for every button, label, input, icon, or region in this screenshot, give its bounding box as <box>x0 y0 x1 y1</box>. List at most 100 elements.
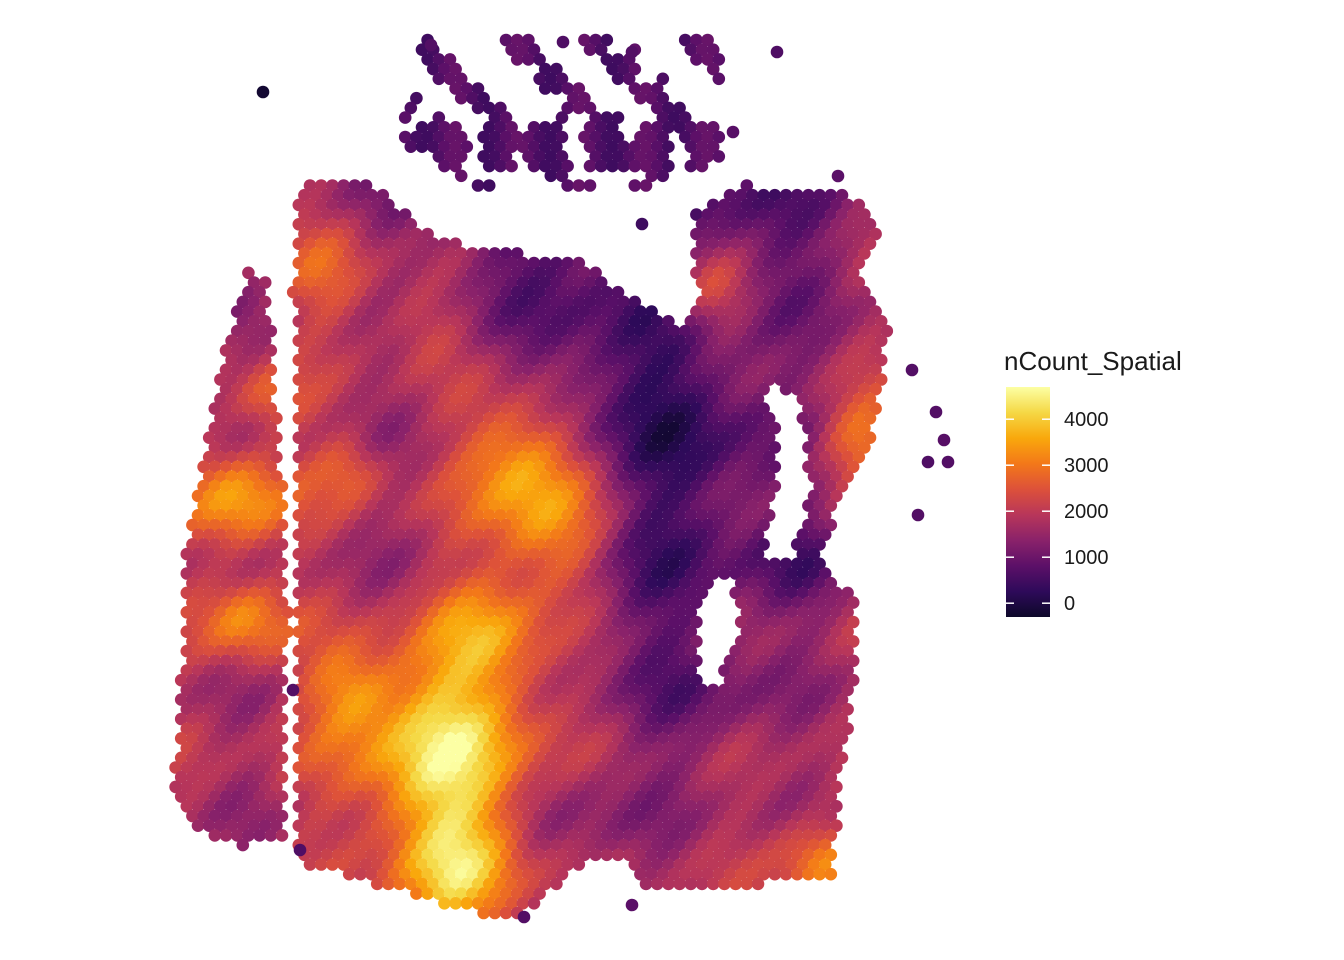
spot-point <box>594 703 608 716</box>
spot-point <box>482 722 496 735</box>
spot-point <box>796 237 810 250</box>
spot-point <box>757 848 770 862</box>
spot-point <box>488 441 502 454</box>
spot-point <box>566 285 580 299</box>
spot-point <box>790 576 804 590</box>
spot-point <box>477 130 490 144</box>
spot-point <box>432 596 446 609</box>
spot-point <box>768 344 782 357</box>
spot-point <box>757 518 770 532</box>
spot-point <box>298 751 311 765</box>
spot-point <box>438 431 451 445</box>
spot-point <box>270 547 283 561</box>
spot-point <box>656 518 670 532</box>
spot-point <box>494 761 507 774</box>
spot-point <box>533 382 546 396</box>
spot-point <box>522 53 535 66</box>
spot-point <box>348 741 362 755</box>
spot-point <box>376 712 390 726</box>
spot-point <box>499 887 513 900</box>
spot-point <box>505 625 518 638</box>
spot-point <box>449 509 462 522</box>
spot-point <box>348 256 362 270</box>
spot-point <box>622 538 636 551</box>
spot-point <box>768 673 782 687</box>
spot-point <box>510 344 524 357</box>
spot-point <box>673 683 686 697</box>
spot-point <box>544 790 558 803</box>
spot-point <box>214 664 227 677</box>
spot-point <box>494 567 507 580</box>
spot-point <box>253 285 266 299</box>
spot-point <box>606 353 619 367</box>
spot-point <box>253 576 266 590</box>
spot-point <box>499 673 513 687</box>
spot-point <box>695 761 709 774</box>
spot-point <box>734 518 748 532</box>
spot-point <box>572 276 586 289</box>
spot-point <box>454 382 468 396</box>
spot-point <box>404 625 418 638</box>
spot-point <box>410 363 423 377</box>
spot-point <box>600 363 614 377</box>
spot-point <box>454 247 468 260</box>
spot-point <box>398 285 412 299</box>
spot-point <box>415 334 429 348</box>
spot-point <box>331 441 345 454</box>
spot-point <box>807 509 821 522</box>
spot-point <box>454 266 468 280</box>
spot-point <box>533 712 546 726</box>
spot-point <box>466 712 479 726</box>
spot-point <box>746 188 759 202</box>
spot-point <box>583 334 597 348</box>
spot-point <box>757 596 770 609</box>
spot-point <box>538 703 552 716</box>
spot-point <box>320 344 334 357</box>
spot-point <box>729 509 742 522</box>
spot-point <box>382 528 395 541</box>
spot-point <box>606 547 619 561</box>
spot-point <box>219 673 233 687</box>
spot-point <box>572 470 586 483</box>
spot-point <box>802 324 815 338</box>
spot-point <box>779 809 793 823</box>
spot-point <box>768 266 782 280</box>
spot-point <box>830 586 843 600</box>
spot-point <box>314 509 328 522</box>
spot-point <box>314 644 328 658</box>
spot-point <box>533 770 546 784</box>
spot-point <box>622 421 636 435</box>
spot-point <box>471 392 485 406</box>
spot-point <box>370 780 384 794</box>
spot-point <box>466 615 479 629</box>
spot-point <box>270 509 283 522</box>
spot-point <box>718 858 731 871</box>
spot-point <box>846 305 860 318</box>
spot-point <box>824 615 838 629</box>
spot-point <box>869 344 882 357</box>
spot-point <box>432 615 446 629</box>
spot-point <box>729 489 742 503</box>
spot-point <box>354 615 367 629</box>
spot-point <box>477 673 490 687</box>
spot-point <box>790 635 804 648</box>
spot-point <box>527 586 541 600</box>
spot-point <box>578 790 591 803</box>
spot-point <box>656 615 670 629</box>
spot-point <box>684 470 698 483</box>
spot-point <box>477 441 490 454</box>
spot-point <box>410 518 423 532</box>
spot-point <box>505 431 518 445</box>
spot-point <box>802 557 815 571</box>
spot-point <box>835 712 849 726</box>
spot-point <box>359 256 373 270</box>
spot-point <box>818 703 832 716</box>
spot-point <box>533 596 546 609</box>
spot-point <box>846 460 860 474</box>
spot-point <box>561 509 574 522</box>
spot-point <box>594 722 608 735</box>
spot-point <box>236 664 250 677</box>
spot-point <box>712 712 726 726</box>
spot-point <box>774 683 787 697</box>
spot-point <box>774 819 787 832</box>
